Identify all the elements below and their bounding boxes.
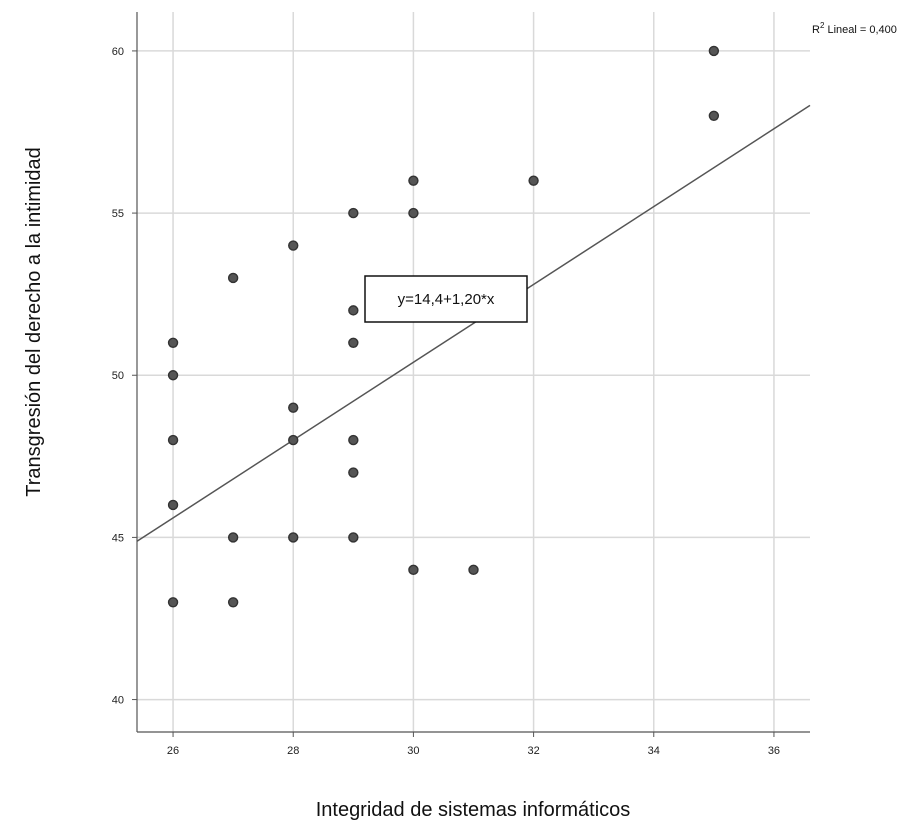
fit-line <box>136 104 811 542</box>
scatter-point <box>348 305 359 316</box>
r2-prefix: R <box>812 24 820 36</box>
x-tick-label: 34 <box>648 745 660 757</box>
scatter-point <box>528 175 539 186</box>
equation-label: y=14,4+1,20*x <box>398 291 495 308</box>
points-layer <box>167 45 720 608</box>
scatter-point <box>348 467 359 478</box>
scatter-point <box>348 337 359 349</box>
grid-layer <box>137 12 810 732</box>
scatter-point <box>708 110 720 121</box>
scatter-point <box>348 532 359 543</box>
equation-box-border <box>364 275 528 323</box>
scatter-point <box>167 434 179 446</box>
scatter-point <box>167 370 179 381</box>
scatter-point <box>167 337 179 349</box>
scatter-point <box>167 597 179 608</box>
x-tick-label: 36 <box>768 745 780 757</box>
scatter-point <box>227 597 239 608</box>
y-tick-label: 40 <box>112 695 124 707</box>
y-axis-title: Transgresión del derecho a la intimidad <box>23 147 45 496</box>
r2-superscript: 2 <box>820 21 825 30</box>
x-tick-label: 26 <box>167 745 179 757</box>
scatter-point <box>167 499 179 511</box>
y-tick-label: 55 <box>112 208 124 220</box>
scatter-point <box>408 207 419 219</box>
scatter-point <box>348 434 359 446</box>
fit-line-layer <box>136 104 811 542</box>
scatter-point <box>288 434 299 446</box>
scatter-point <box>408 175 419 186</box>
scatter-point <box>348 207 359 219</box>
scatter-point <box>288 532 299 543</box>
scatter-point <box>227 272 239 284</box>
ticks-layer: 26 28 30 32 34 36 40 45 50 55 60 <box>112 46 780 757</box>
scatter-point <box>468 564 479 576</box>
scatter-point <box>288 240 299 251</box>
x-tick-label: 30 <box>407 745 419 757</box>
scatter-point <box>408 564 419 576</box>
axes-layer <box>136 12 810 733</box>
y-tick-label: 60 <box>112 46 124 58</box>
y-tick-label: 45 <box>112 532 124 544</box>
y-tick-label: 50 <box>112 370 124 382</box>
r2-label: R2 Lineal = 0,400 <box>812 21 897 36</box>
x-tick-label: 28 <box>287 745 299 757</box>
r2-value: 0,400 <box>869 24 897 36</box>
x-axis-title: Integridad de sistemas informáticos <box>316 799 631 821</box>
scatter-point <box>227 532 239 543</box>
scatter-point <box>708 45 720 57</box>
scatter-point <box>288 402 299 413</box>
equation-box: y=14,4+1,20*x <box>364 275 528 323</box>
r2-suffix: Lineal = <box>824 24 869 36</box>
x-tick-label: 32 <box>527 745 539 757</box>
